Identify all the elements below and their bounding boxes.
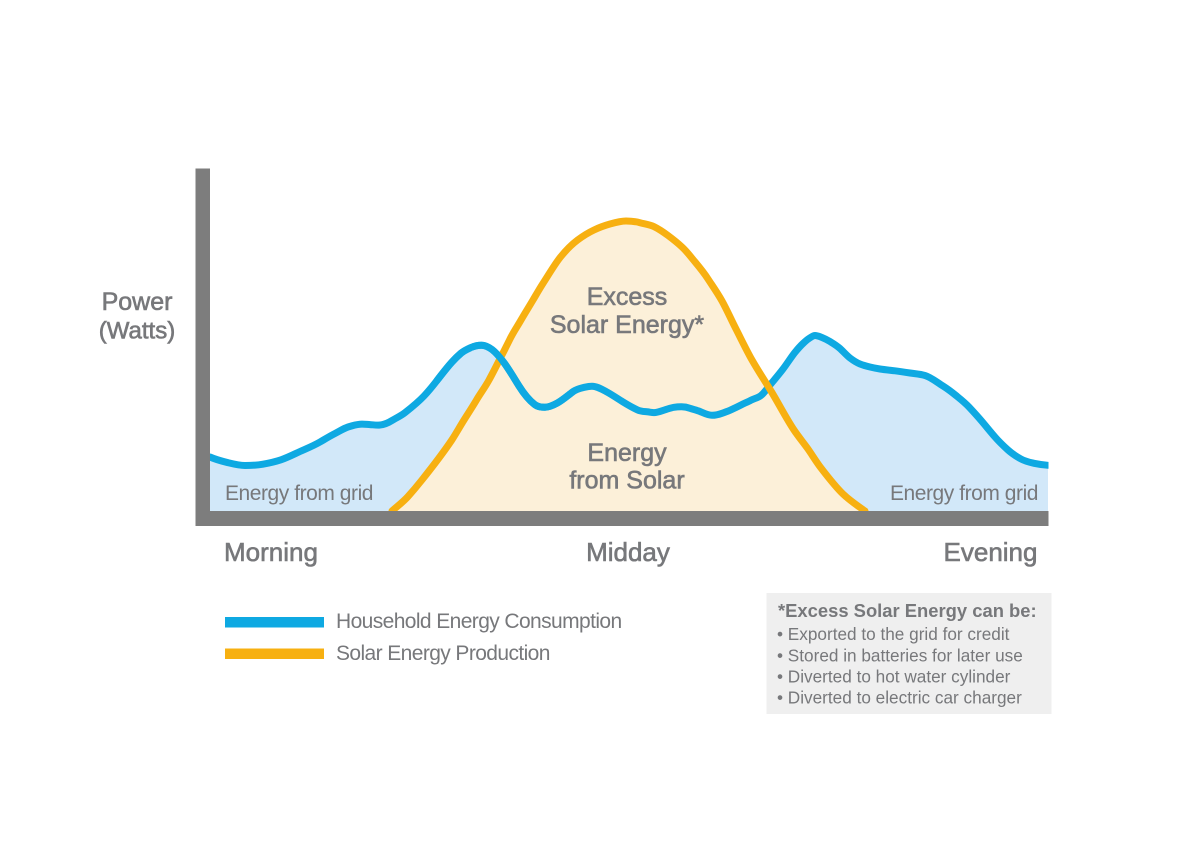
svg-text:*Excess Solar Energy can be:: *Excess Solar Energy can be: <box>778 600 1037 621</box>
svg-text:Energy from grid: Energy from grid <box>890 482 1038 505</box>
svg-text:Solar Energy*: Solar Energy* <box>550 311 705 339</box>
svg-text:• Exported to the grid for cre: • Exported to the grid for credit <box>777 624 1010 644</box>
svg-text:Morning: Morning <box>224 537 318 567</box>
svg-text:(Watts): (Watts) <box>99 318 175 345</box>
svg-text:Energy: Energy <box>587 439 667 467</box>
svg-text:Evening: Evening <box>944 537 1038 567</box>
svg-text:Energy from grid: Energy from grid <box>225 482 373 505</box>
svg-text:• Diverted to hot water cylind: • Diverted to hot water cylinder <box>777 667 1011 687</box>
svg-text:• Stored in batteries for late: • Stored in batteries for later use <box>777 645 1023 665</box>
svg-text:• Diverted to electric car cha: • Diverted to electric car charger <box>777 688 1022 708</box>
svg-text:Household Energy Consumption: Household Energy Consumption <box>336 610 622 633</box>
svg-text:from Solar: from Solar <box>569 467 684 495</box>
svg-text:Midday: Midday <box>586 537 670 567</box>
svg-text:Power: Power <box>102 288 173 316</box>
svg-text:Solar Energy Production: Solar Energy Production <box>336 642 550 665</box>
svg-text:Excess: Excess <box>587 283 668 311</box>
